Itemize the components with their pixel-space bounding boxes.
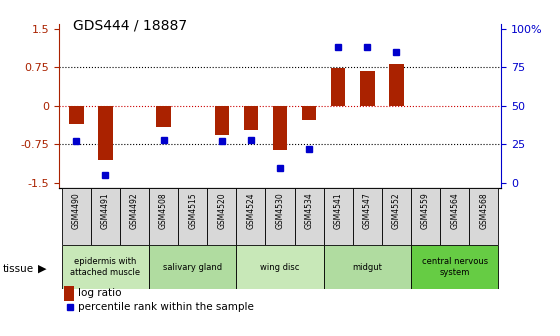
Bar — [331, 68, 346, 106]
Text: GDS444 / 18887: GDS444 / 18887 — [73, 18, 187, 33]
Bar — [236, 188, 265, 245]
Text: log ratio: log ratio — [78, 288, 122, 298]
Text: GSM4547: GSM4547 — [363, 193, 372, 229]
Bar — [156, 106, 171, 127]
Text: GSM4530: GSM4530 — [276, 193, 284, 229]
Text: GSM4492: GSM4492 — [130, 193, 139, 229]
Bar — [360, 71, 375, 106]
Bar — [149, 245, 236, 289]
Bar — [265, 188, 295, 245]
Bar — [98, 106, 113, 160]
Bar — [244, 106, 258, 130]
Text: GSM4491: GSM4491 — [101, 193, 110, 229]
Text: GSM4508: GSM4508 — [159, 193, 168, 229]
Bar — [440, 188, 469, 245]
Text: GSM4541: GSM4541 — [334, 193, 343, 229]
Text: GSM4552: GSM4552 — [392, 193, 401, 229]
Bar — [207, 188, 236, 245]
Text: epidermis with
attached muscle: epidermis with attached muscle — [71, 257, 141, 277]
Text: salivary gland: salivary gland — [163, 263, 222, 271]
Text: central nervous
system: central nervous system — [422, 257, 488, 277]
Text: tissue: tissue — [3, 264, 34, 274]
Bar — [353, 188, 382, 245]
Bar — [295, 188, 324, 245]
Text: GSM4564: GSM4564 — [450, 193, 459, 229]
Bar — [91, 188, 120, 245]
Bar — [469, 188, 498, 245]
Text: GSM4520: GSM4520 — [217, 193, 226, 229]
Text: GSM4534: GSM4534 — [305, 193, 314, 229]
Text: GSM4559: GSM4559 — [421, 193, 430, 229]
Bar — [302, 106, 316, 120]
Bar — [62, 188, 91, 245]
Text: percentile rank within the sample: percentile rank within the sample — [78, 302, 254, 312]
Bar — [389, 64, 404, 106]
Text: ▶: ▶ — [38, 264, 46, 274]
Bar — [382, 188, 411, 245]
Bar — [273, 106, 287, 150]
Bar — [411, 245, 498, 289]
Bar — [324, 188, 353, 245]
Bar — [149, 188, 178, 245]
Bar — [411, 188, 440, 245]
Text: midgut: midgut — [352, 263, 382, 271]
Bar — [120, 188, 149, 245]
Text: wing disc: wing disc — [260, 263, 300, 271]
Text: GSM4568: GSM4568 — [479, 193, 488, 229]
Text: GSM4515: GSM4515 — [188, 193, 197, 229]
Bar — [236, 245, 324, 289]
Bar — [69, 106, 83, 124]
Text: GSM4524: GSM4524 — [246, 193, 255, 229]
Bar — [214, 106, 229, 135]
Text: GSM4490: GSM4490 — [72, 193, 81, 229]
Bar — [62, 245, 149, 289]
Bar — [178, 188, 207, 245]
Bar — [324, 245, 411, 289]
